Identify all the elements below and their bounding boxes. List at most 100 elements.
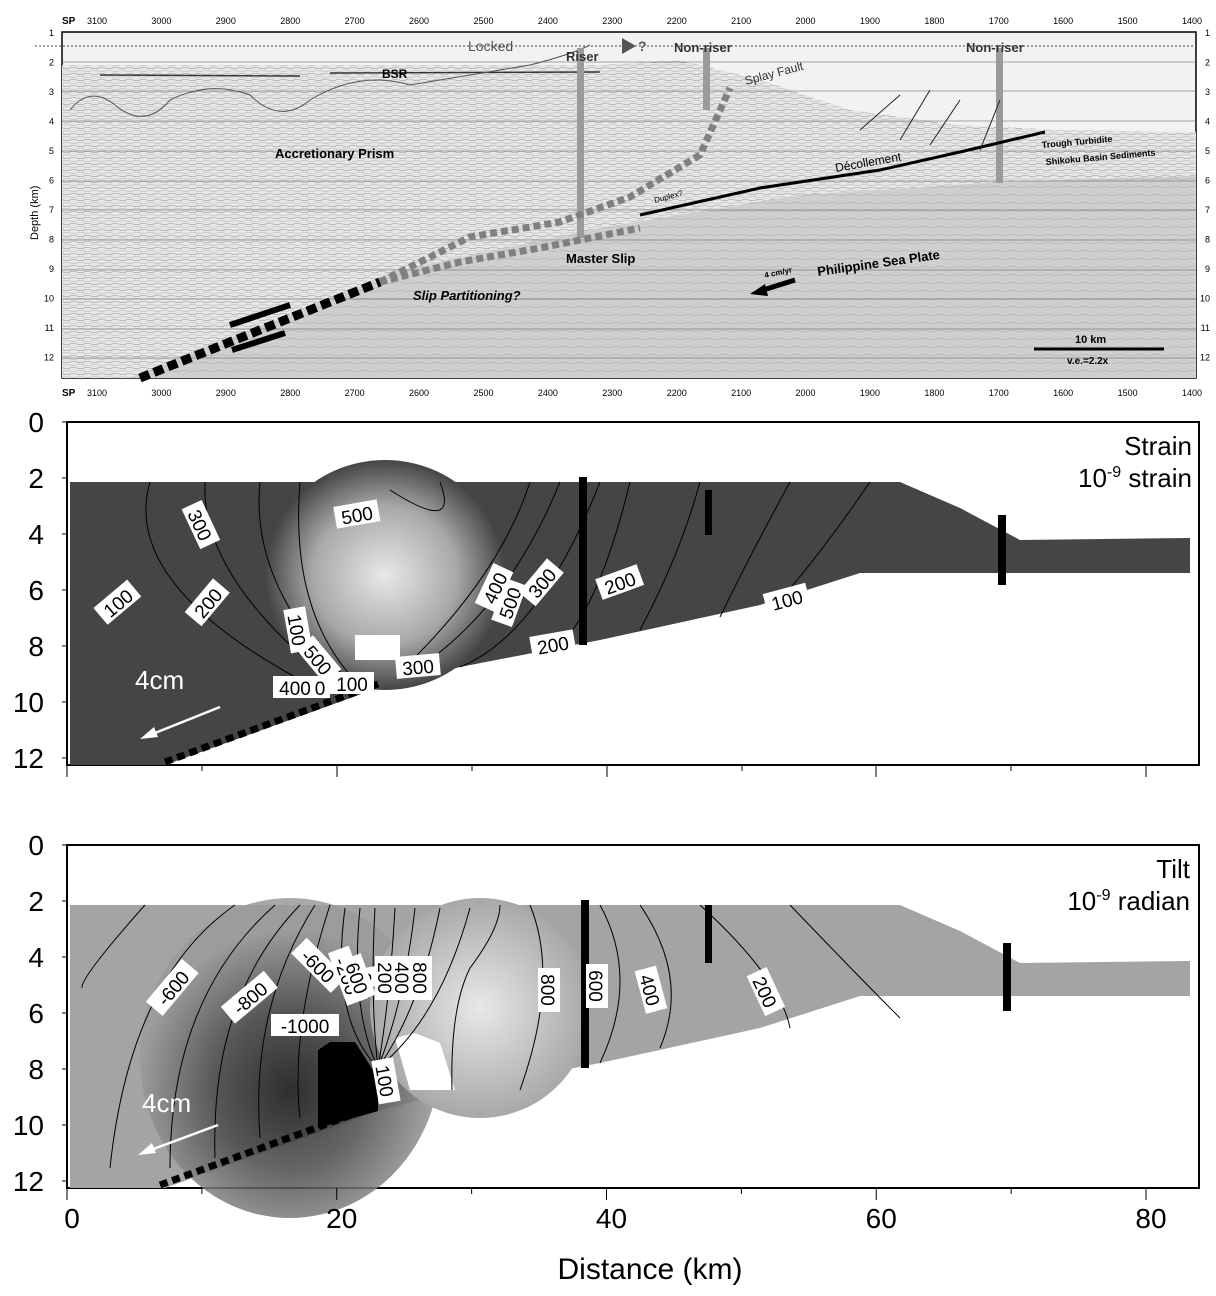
sp-tick-label: 2800 xyxy=(280,388,300,398)
sp-tick-label: 1800 xyxy=(924,388,944,398)
sp-tick-label: 2700 xyxy=(345,16,365,26)
tilt-white-gap xyxy=(395,1033,455,1090)
strain-x-tickmarks xyxy=(66,765,1147,777)
contour-label-box xyxy=(395,653,441,679)
contour-label-box xyxy=(310,676,330,698)
seismic-section-figure: SP SP 3100 3000 2900 2800 2700 2600 2500 2400 23… xyxy=(29,16,1210,399)
contour-label-box xyxy=(474,562,514,613)
decollement-fault xyxy=(639,130,1046,217)
splay-fault-trace xyxy=(378,86,734,286)
depth-tick-label: 9 xyxy=(1205,264,1210,274)
depth-tick-label: 1 xyxy=(49,28,54,38)
strain-units-name: strain xyxy=(1121,463,1192,493)
contour-label: 100 xyxy=(370,1057,401,1105)
contour-label-box xyxy=(330,672,374,694)
depth-tick-label: 10 xyxy=(1200,294,1210,304)
sp-prefix-top: SP xyxy=(62,16,76,27)
contour-label-text: 100 xyxy=(336,675,368,696)
sp-tick-label: 2400 xyxy=(538,388,558,398)
depth-tick-label: 5 xyxy=(1205,146,1210,156)
locked-label: Locked xyxy=(468,38,513,54)
master-slip-fault xyxy=(379,224,641,286)
depth-tick-label: 11 xyxy=(45,323,54,333)
sp-tick-label: 3000 xyxy=(151,388,171,398)
tilt-title: Tilt xyxy=(1156,854,1190,884)
sp-tick-label: 1400 xyxy=(1182,388,1202,398)
contour-label-box xyxy=(538,968,560,1012)
contour-label-box xyxy=(271,1014,339,1036)
strain-units-exp: -9 xyxy=(1107,464,1121,481)
riser-borehole xyxy=(577,48,584,238)
contour-label: 100 xyxy=(330,672,374,696)
contour-label-box xyxy=(296,635,342,684)
sp-tick-label: 2000 xyxy=(796,388,816,398)
sp-tick-label: 1600 xyxy=(1053,388,1073,398)
sp-tick-label: 2600 xyxy=(409,388,429,398)
upper-plate-arrow xyxy=(229,302,291,328)
contour-label-box xyxy=(291,937,347,993)
y-tick-label: 0 xyxy=(28,407,44,438)
tilt-black-core xyxy=(318,1042,378,1128)
strain-locked-fault xyxy=(163,680,380,766)
x-tick-label: 20 xyxy=(326,1203,357,1234)
lower-plate-arrow xyxy=(231,330,286,353)
distance-axis-label: Distance (km) xyxy=(557,1253,742,1286)
sp-tick-label: 2000 xyxy=(796,16,816,26)
depth-tick-label: 7 xyxy=(1205,205,1210,215)
depth-tick-label: 9 xyxy=(49,264,54,274)
y-tick-label: 10 xyxy=(13,1110,44,1141)
megathrust-locked-fault xyxy=(138,277,382,383)
strain-units-base: 10 xyxy=(1078,463,1107,493)
sp-tick-label: 3100 xyxy=(87,16,107,26)
strain-units: 10-9 strain xyxy=(1078,463,1192,493)
tilt-units-name: radian xyxy=(1111,886,1191,916)
tilt-x-axis: 0 20 40 60 80 xyxy=(64,1188,1167,1234)
tilt-panel: 4cm -600-800-1000-600-200020040060080080… xyxy=(0,828,1216,1291)
sp-tick-label: 2900 xyxy=(216,16,236,26)
contour-label-text: -1000 xyxy=(281,1017,330,1038)
sp-tick-label: 2400 xyxy=(538,16,558,26)
sp-tick-label: 2800 xyxy=(280,16,300,26)
contour-label: 200 xyxy=(373,956,397,1000)
depth-tick-label: 11 xyxy=(1201,323,1210,333)
scale-bar-label: 10 km xyxy=(1075,334,1106,346)
contour-label-box xyxy=(491,578,527,628)
depth-tick-label: 4 xyxy=(49,117,54,127)
strain-white-notch xyxy=(355,635,400,660)
x-tick-label: 0 xyxy=(64,1203,80,1234)
strain-nonriser-borehole-2 xyxy=(998,515,1006,585)
contour-label-box xyxy=(746,966,786,1017)
nonriser-label-2: Non-riser xyxy=(966,40,1024,55)
strain-title: Strain xyxy=(1124,431,1192,461)
contour-label-text: 300 xyxy=(401,657,434,681)
seismic-section-panel: SP SP 3100 3000 2900 2800 2700 2600 2500 2400 23… xyxy=(0,0,1216,405)
contour-label-text: 0 xyxy=(315,679,326,700)
depth-tick-label: 1 xyxy=(1205,28,1210,38)
contour-label-box xyxy=(220,970,278,1024)
depth-tick-label: 5 xyxy=(49,146,54,156)
strain-riser-borehole xyxy=(579,477,587,645)
sp-tick-label: 3000 xyxy=(151,16,171,26)
sp-tick-labels-top: 3100 3000 2900 2800 2700 2600 2500 2400 2300 2200… xyxy=(87,16,1202,26)
locked-question: ? xyxy=(638,38,647,54)
sp-tick-labels-bottom: 3100 3000 2900 2800 2700 2600 2500 2400 2300 2200… xyxy=(87,388,1202,398)
depth-tick-label: 4 xyxy=(1205,117,1210,127)
contour-label-box xyxy=(586,964,608,1008)
sp-tick-label: 1700 xyxy=(989,388,1009,398)
y-tick-label: 10 xyxy=(13,687,44,718)
y-tick-label: 12 xyxy=(13,1166,44,1197)
x-tick-label: 60 xyxy=(866,1203,897,1234)
strain-panel: 4cm 300 500 100 200 500 400 300 200 100 500 400 0 10… xyxy=(0,405,1216,800)
contour-label-box xyxy=(181,499,221,550)
depth-tick-label: 3 xyxy=(49,87,54,97)
contour-label-box xyxy=(371,1057,401,1105)
tilt-nonriser-borehole-1 xyxy=(705,905,712,963)
contour-label: -1000 xyxy=(271,1014,339,1038)
strain-y-axis: 0 2 4 6 8 10 12 xyxy=(13,407,67,774)
y-tick-label: 4 xyxy=(28,519,44,550)
contour-label: 0 xyxy=(310,676,330,700)
sp-tick-label: 1500 xyxy=(1118,388,1138,398)
wavy-reflector xyxy=(69,44,591,117)
contour-label: 800 xyxy=(536,968,560,1012)
